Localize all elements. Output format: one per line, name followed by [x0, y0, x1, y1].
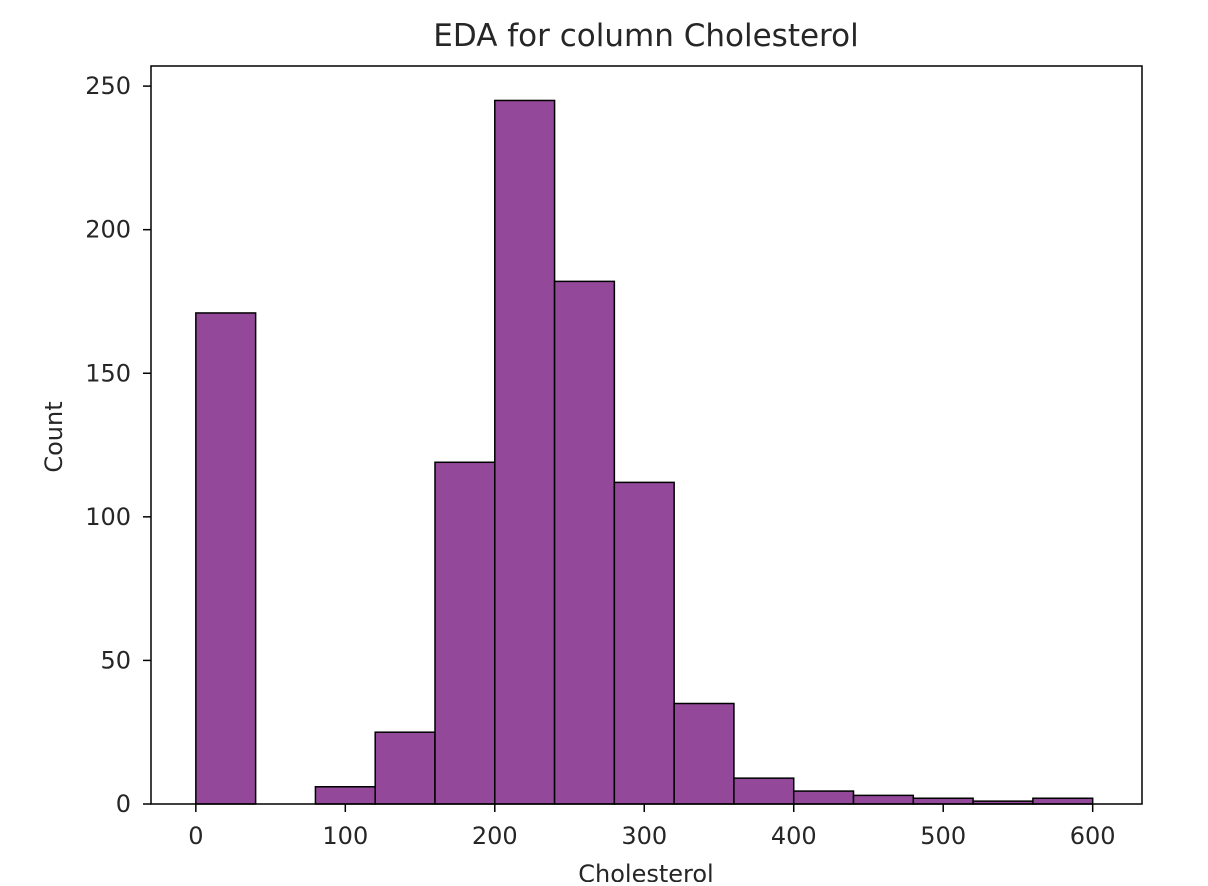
histogram-bar-7	[613, 481, 675, 805]
histogram-bar-14	[1032, 797, 1094, 805]
histogram-bar-8	[673, 702, 735, 805]
histogram-bar-5	[494, 99, 556, 805]
chart-title: EDA for column Cholesterol	[433, 18, 858, 54]
y-tick-label-5: 250	[85, 72, 131, 100]
plot-frame	[150, 65, 1143, 805]
x-tick-label-0: 0	[188, 822, 203, 850]
y-axis-label: Count	[40, 401, 68, 472]
x-tick-label-6: 600	[1070, 822, 1116, 850]
histogram-bar-11	[852, 794, 915, 805]
histogram-bar-10	[792, 790, 855, 805]
x-ticks-layer: 0 100 200 300 400 500 600	[188, 804, 1116, 850]
y-tick-label-1: 50	[100, 646, 131, 674]
y-ticks-layer: 0 50 100 150 200 250	[85, 72, 151, 818]
y-tick-label-0: 0	[116, 790, 131, 818]
histogram-bar-9	[733, 777, 795, 805]
x-tick-label-2: 200	[472, 822, 518, 850]
histogram-bar-4	[434, 461, 496, 805]
x-tick-label-4: 400	[771, 822, 817, 850]
x-tick-label-5: 500	[920, 822, 966, 850]
x-tick-label-1: 100	[322, 822, 368, 850]
histogram-bar-2	[314, 786, 376, 805]
histogram-bar-12	[912, 797, 974, 805]
bars-layer	[195, 99, 1094, 805]
x-tick-label-3: 300	[621, 822, 667, 850]
y-tick-label-4: 200	[85, 216, 131, 244]
x-axis-label: Cholesterol	[578, 860, 713, 882]
y-tick-label-3: 150	[85, 359, 131, 387]
y-tick-label-2: 100	[85, 503, 131, 531]
histogram-bar-3	[374, 731, 436, 805]
histogram-bar-0	[195, 312, 257, 805]
histogram-bar-6	[553, 280, 616, 805]
